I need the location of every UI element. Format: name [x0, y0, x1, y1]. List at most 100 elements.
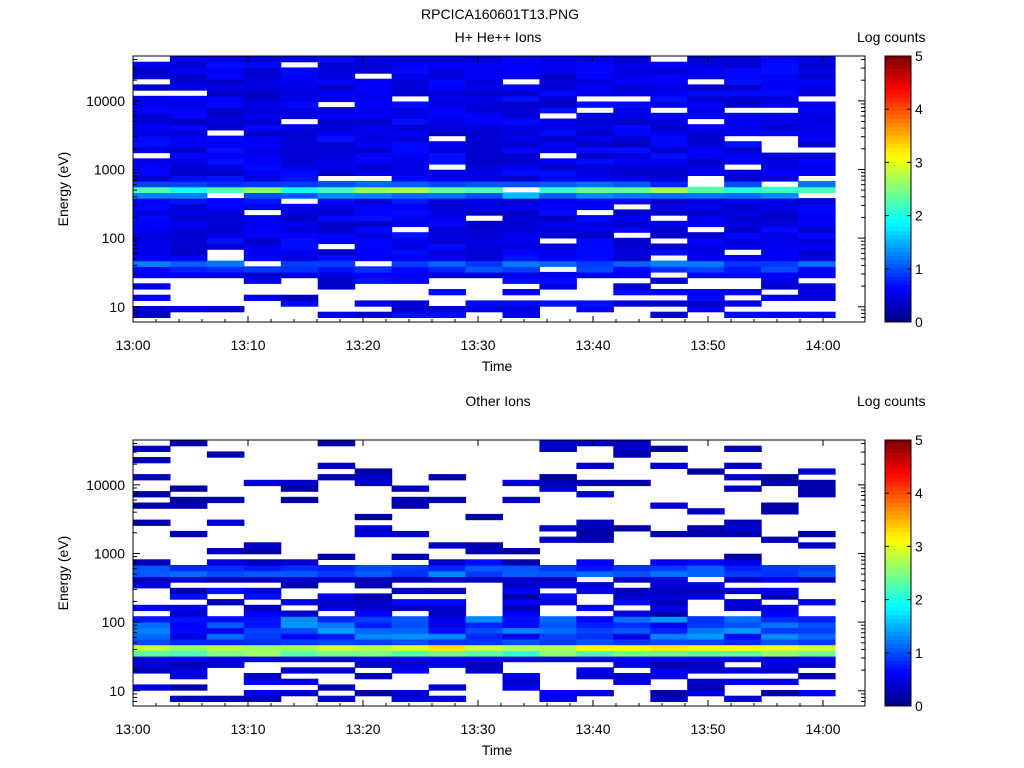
heat-cell — [428, 118, 467, 125]
heat-cell — [539, 576, 577, 583]
colorbar-tick-label: 2 — [915, 592, 923, 608]
heat-cell — [687, 633, 725, 640]
heat-cell — [428, 232, 467, 239]
heat-cell — [613, 78, 651, 85]
colorbar-segment — [885, 143, 911, 148]
heat-cell — [539, 192, 577, 199]
heat-cell — [502, 209, 540, 216]
heat-cell — [206, 661, 245, 668]
heat-cell — [613, 56, 651, 63]
heat-cell — [465, 141, 503, 148]
heat-cell — [761, 209, 799, 216]
heat-cell — [539, 474, 577, 481]
heat-cell — [613, 525, 651, 532]
heat-cell — [502, 95, 540, 103]
heat-cell — [539, 254, 577, 262]
heat-cell — [169, 440, 208, 447]
colorbar-segment — [885, 80, 911, 86]
heat-cell — [391, 260, 430, 267]
colorbar-segment — [885, 114, 911, 119]
heat-cell — [428, 181, 467, 188]
y-tick-label: 1000 — [94, 161, 125, 177]
heat-cell — [502, 604, 540, 612]
heat-cell — [280, 599, 319, 606]
heat-cell — [169, 129, 208, 137]
heat-cell — [354, 644, 393, 651]
heat-cell — [650, 266, 688, 273]
heat-cell — [391, 502, 430, 509]
colorbar-segment — [885, 213, 911, 219]
heat-cell — [761, 175, 799, 182]
heat-cell — [761, 604, 799, 612]
heat-cell — [317, 576, 356, 583]
heat-cell — [798, 61, 836, 68]
heat-cell — [576, 300, 614, 307]
heat-cell — [687, 684, 725, 691]
heat-cell — [354, 118, 393, 125]
heat-cell — [317, 124, 356, 131]
heat-cell — [650, 587, 688, 595]
colorbar-tick-label: 0 — [915, 698, 923, 714]
heat-cell — [576, 175, 614, 182]
x-tick-label: 13:30 — [460, 337, 495, 353]
heat-cell — [428, 684, 467, 691]
heat-cell — [133, 232, 171, 239]
heat-cell — [465, 621, 503, 629]
heat-cell — [576, 604, 614, 612]
heat-cell — [169, 306, 208, 313]
heat-cell — [428, 192, 467, 199]
heat-cell — [502, 249, 540, 256]
heat-cell — [650, 633, 688, 640]
heat-cell — [428, 175, 467, 182]
heat-cell — [724, 576, 762, 583]
heat-cell — [539, 129, 577, 137]
heat-cell — [428, 186, 467, 193]
heat-cell — [317, 271, 356, 279]
heat-cell — [317, 73, 356, 80]
heat-cell — [428, 638, 467, 646]
heat-cell — [428, 254, 467, 262]
heat-cell — [280, 485, 319, 492]
heat-cell — [576, 243, 614, 250]
colorbar-segment — [885, 502, 911, 507]
heat-cell — [243, 254, 282, 262]
heat-cell — [724, 599, 762, 606]
heat-cell — [650, 655, 688, 663]
heat-cell — [354, 169, 393, 176]
colorbar-segment — [885, 180, 911, 186]
heat-cell — [391, 690, 430, 697]
heat-cell — [280, 565, 319, 572]
heat-cell — [169, 198, 208, 205]
colorbar-tick-label: 5 — [915, 48, 923, 64]
heat-cell — [576, 249, 614, 256]
heat-cell — [206, 95, 245, 103]
heat-cell — [317, 570, 356, 577]
heat-cell — [724, 78, 762, 85]
heat-cell — [354, 311, 393, 318]
heat-cell — [206, 621, 245, 629]
heat-cell — [724, 169, 762, 176]
heat-cell — [539, 124, 577, 131]
heat-cell — [465, 112, 503, 120]
heat-cell — [391, 203, 430, 211]
heat-cell — [354, 690, 393, 697]
heat-cell — [243, 644, 282, 651]
heat-cell — [687, 661, 725, 668]
heat-cell — [169, 661, 208, 668]
heat-cell — [798, 124, 836, 131]
colorbar-segment — [885, 485, 911, 491]
heat-cell — [206, 146, 245, 154]
heat-cell — [354, 610, 393, 617]
heat-cell — [576, 530, 614, 538]
colorbar-segment — [885, 155, 911, 161]
heat-cell — [613, 644, 651, 651]
heat-cell — [391, 633, 430, 640]
heat-cell — [687, 135, 725, 142]
heat-cell — [243, 277, 282, 284]
colorbar-segment — [885, 647, 911, 653]
heat-cell — [354, 650, 393, 657]
heat-cell — [687, 209, 725, 216]
heat-cell — [687, 203, 725, 211]
colorbar-segment — [885, 506, 911, 512]
heat-cell — [133, 616, 171, 623]
